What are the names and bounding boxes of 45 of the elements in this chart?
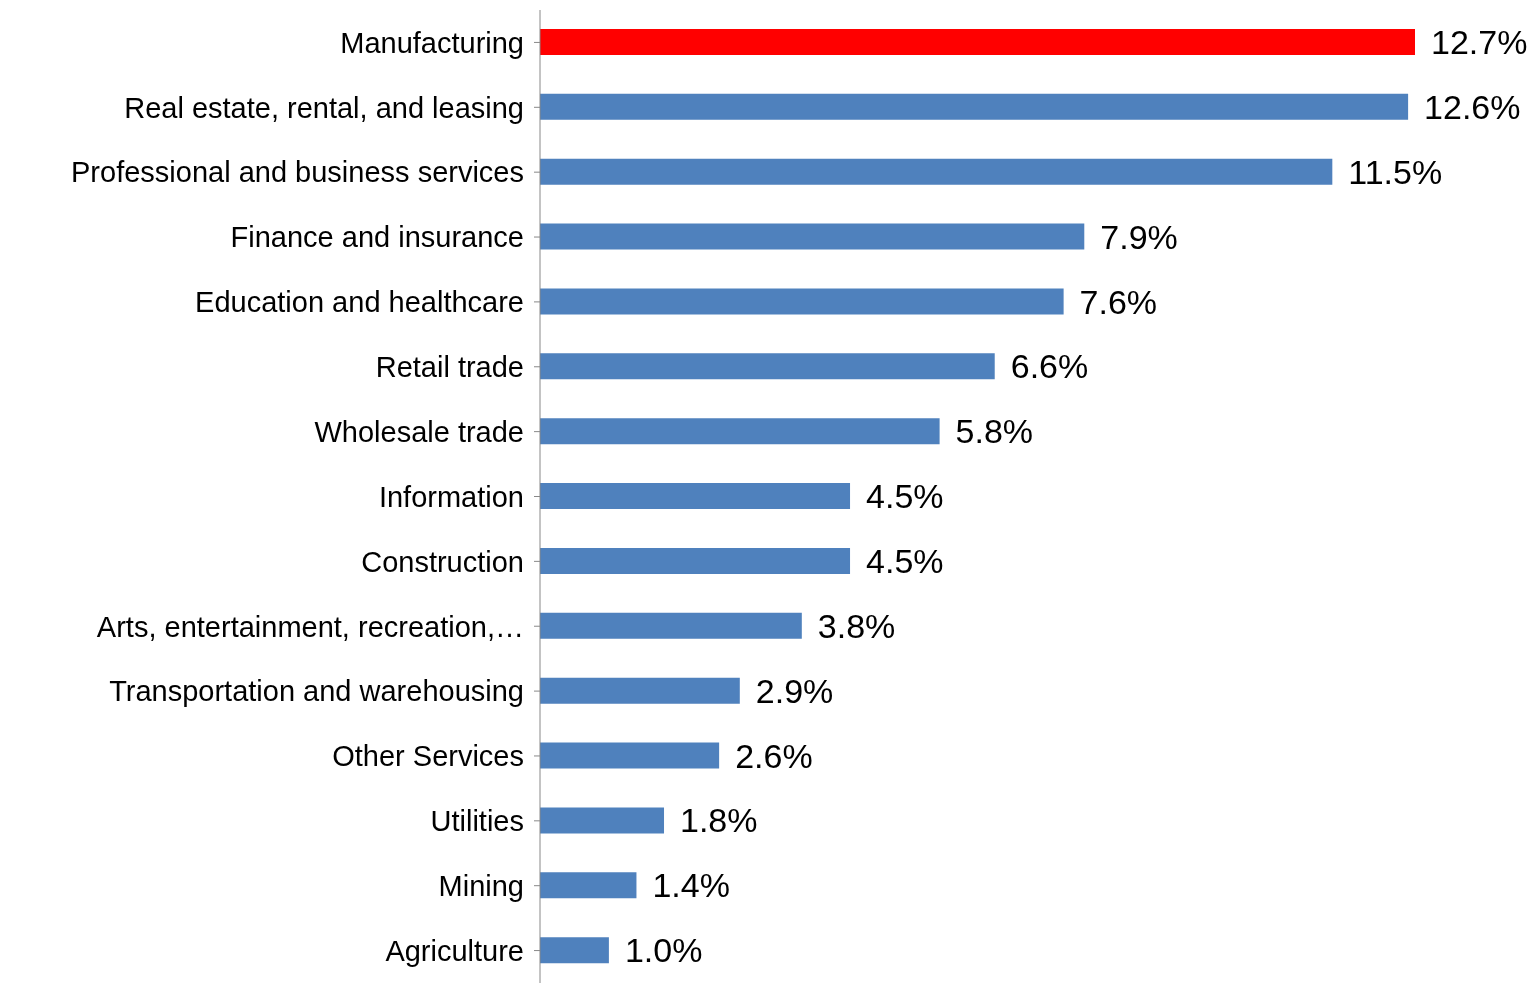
y-tick-label: Real estate, rental, and leasing bbox=[124, 91, 524, 124]
y-tick-label: Wholesale trade bbox=[314, 415, 524, 448]
y-tick-label: Other Services bbox=[332, 740, 524, 773]
y-tick-label: Mining bbox=[438, 869, 524, 902]
bar bbox=[540, 612, 802, 639]
bar bbox=[540, 288, 1064, 315]
data-label: 7.6% bbox=[1079, 282, 1158, 321]
bar bbox=[540, 872, 637, 899]
data-label: 11.5% bbox=[1348, 152, 1443, 191]
data-label: 12.7% bbox=[1431, 23, 1528, 62]
bar bbox=[540, 29, 1415, 55]
data-label: 4.5% bbox=[866, 477, 944, 516]
y-tick-label: Construction bbox=[361, 545, 524, 578]
bar bbox=[540, 677, 740, 704]
bar bbox=[540, 353, 995, 380]
bar bbox=[540, 742, 720, 769]
y-tick-label: Education and healthcare bbox=[195, 286, 524, 319]
y-tick-label: Professional and business services bbox=[71, 156, 524, 189]
bar bbox=[540, 223, 1085, 250]
data-label: 2.9% bbox=[755, 671, 834, 710]
data-label: 6.6% bbox=[1010, 347, 1089, 386]
bar bbox=[540, 483, 851, 510]
y-tick-label: Transportation and warehousing bbox=[109, 675, 524, 708]
data-label: 3.8% bbox=[817, 606, 896, 645]
y-tick-label: Retail trade bbox=[375, 351, 524, 384]
bar bbox=[540, 937, 609, 964]
data-label: 2.6% bbox=[735, 736, 813, 775]
bar bbox=[540, 158, 1333, 185]
y-tick-label: Agriculture bbox=[385, 934, 524, 967]
data-label: 1.0% bbox=[624, 931, 703, 970]
y-tick-label: Finance and insurance bbox=[230, 221, 524, 254]
data-label: 5.8% bbox=[955, 412, 1034, 451]
data-label: 12.6% bbox=[1424, 87, 1521, 126]
bar bbox=[540, 547, 851, 574]
data-label: 4.5% bbox=[866, 542, 944, 580]
bar bbox=[540, 418, 940, 445]
bar bbox=[540, 93, 1409, 120]
bar bbox=[540, 807, 665, 834]
data-label: 7.9% bbox=[1100, 217, 1178, 256]
data-label: 1.4% bbox=[652, 866, 730, 905]
data-label: 1.8% bbox=[680, 801, 758, 840]
y-tick-label: Arts, entertainment, recreation,… bbox=[96, 610, 524, 643]
y-tick-label: Utilities bbox=[430, 805, 524, 838]
y-tick-label: Information bbox=[378, 480, 524, 513]
y-tick-label: Manufacturing bbox=[340, 26, 524, 59]
